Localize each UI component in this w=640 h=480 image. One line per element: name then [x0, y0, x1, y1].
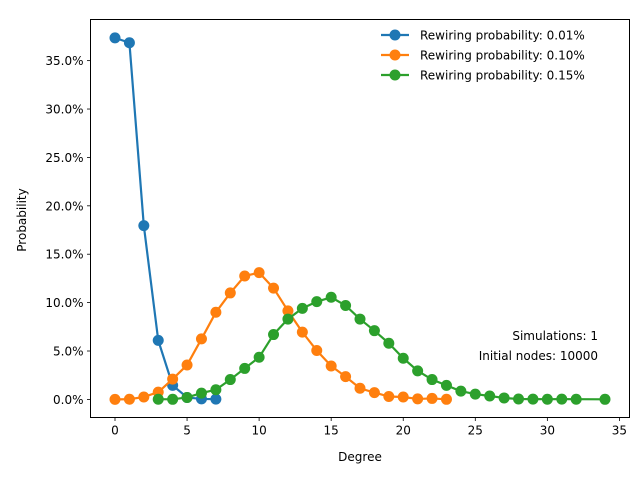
data-point	[239, 362, 251, 374]
series-line	[114, 271, 447, 401]
data-point	[513, 393, 525, 405]
y-tick-label: 30.0%	[45, 103, 83, 117]
annotation-initial-nodes: Initial nodes: 10000	[479, 349, 598, 363]
data-point	[311, 296, 323, 308]
data-point	[440, 393, 452, 405]
data-point	[282, 305, 294, 317]
data-point	[527, 393, 539, 405]
data-point	[556, 393, 568, 405]
y-tick-label: 25.0%	[45, 151, 83, 165]
data-point	[123, 393, 135, 405]
data-point	[455, 385, 467, 397]
legend-label: Rewiring probability: 0.01%	[420, 29, 585, 43]
data-point	[181, 359, 193, 371]
data-point	[354, 382, 366, 394]
x-tick-label: 5	[183, 424, 191, 438]
data-point	[253, 267, 265, 279]
data-point	[210, 393, 222, 405]
legend-swatch-marker	[389, 69, 401, 81]
data-point	[311, 345, 323, 357]
data-point	[195, 387, 207, 399]
data-point	[469, 388, 481, 400]
data-point	[412, 393, 424, 405]
data-point	[152, 393, 164, 405]
data-point	[340, 371, 352, 383]
y-axis: 0.0% 5.0% 10.0% 15.0% 20.0% 25.0% 30.0% 35.0%	[45, 54, 91, 407]
y-tick-label: 35.0%	[45, 54, 83, 68]
plot-frame	[90, 19, 630, 418]
legend-label: Rewiring probability: 0.10%	[420, 49, 585, 63]
data-point	[167, 373, 179, 385]
data-point	[325, 360, 337, 372]
data-point	[268, 329, 280, 341]
series-line	[114, 36, 216, 401]
data-point	[498, 392, 510, 404]
y-tick-label: 5.0%	[53, 345, 84, 359]
legend-swatch-marker	[389, 49, 401, 61]
data-point	[195, 333, 207, 345]
data-point	[397, 352, 409, 364]
data-point	[138, 391, 150, 403]
data-point	[484, 390, 496, 402]
data-point	[167, 393, 179, 405]
data-point	[282, 313, 294, 325]
data-point	[426, 392, 438, 404]
y-tick-label: 15.0%	[45, 248, 83, 262]
y-tick-label: 0.0%	[53, 393, 84, 407]
legend: Rewiring probability: 0.01% Rewiring prob…	[381, 29, 585, 83]
data-point	[397, 391, 409, 403]
data-point	[412, 365, 424, 377]
data-point	[268, 282, 280, 294]
x-tick-label: 20	[396, 424, 411, 438]
data-point	[368, 325, 380, 337]
legend-label: Rewiring probability: 0.15%	[420, 69, 585, 83]
data-point	[109, 32, 121, 44]
annotation-simulations: Simulations: 1	[512, 329, 598, 343]
data-point	[181, 391, 193, 403]
data-point	[210, 384, 222, 396]
data-point	[440, 379, 452, 391]
y-tick-label: 20.0%	[45, 199, 83, 213]
data-point	[296, 326, 308, 338]
data-point	[109, 393, 121, 405]
x-axis: 0 5 10 15 20 25 30 35	[111, 417, 627, 438]
x-axis-title: Degree	[338, 450, 382, 464]
y-tick-label: 10.0%	[45, 296, 83, 310]
data-point	[383, 337, 395, 349]
data-point	[138, 220, 150, 232]
data-point	[426, 374, 438, 386]
data-point	[340, 300, 352, 312]
data-point	[210, 306, 222, 318]
y-axis-title: Probability	[15, 188, 29, 251]
data-point	[354, 313, 366, 325]
x-tick-label: 30	[540, 424, 555, 438]
x-tick-label: 25	[468, 424, 483, 438]
data-point	[570, 393, 582, 405]
plot-area	[109, 32, 611, 405]
data-point	[296, 302, 308, 314]
data-point	[368, 387, 380, 399]
data-point	[325, 291, 337, 303]
data-point	[123, 37, 135, 49]
data-point	[224, 287, 236, 299]
data-point	[152, 334, 164, 346]
x-tick-label: 10	[251, 424, 266, 438]
x-tick-label: 15	[324, 424, 339, 438]
x-tick-label: 0	[111, 424, 119, 438]
data-point	[239, 270, 251, 282]
data-point	[599, 393, 611, 405]
x-tick-label: 35	[612, 424, 627, 438]
data-point	[541, 393, 553, 405]
data-point	[253, 351, 265, 363]
data-point	[383, 390, 395, 402]
legend-swatch-marker	[389, 29, 401, 41]
data-point	[224, 374, 236, 386]
